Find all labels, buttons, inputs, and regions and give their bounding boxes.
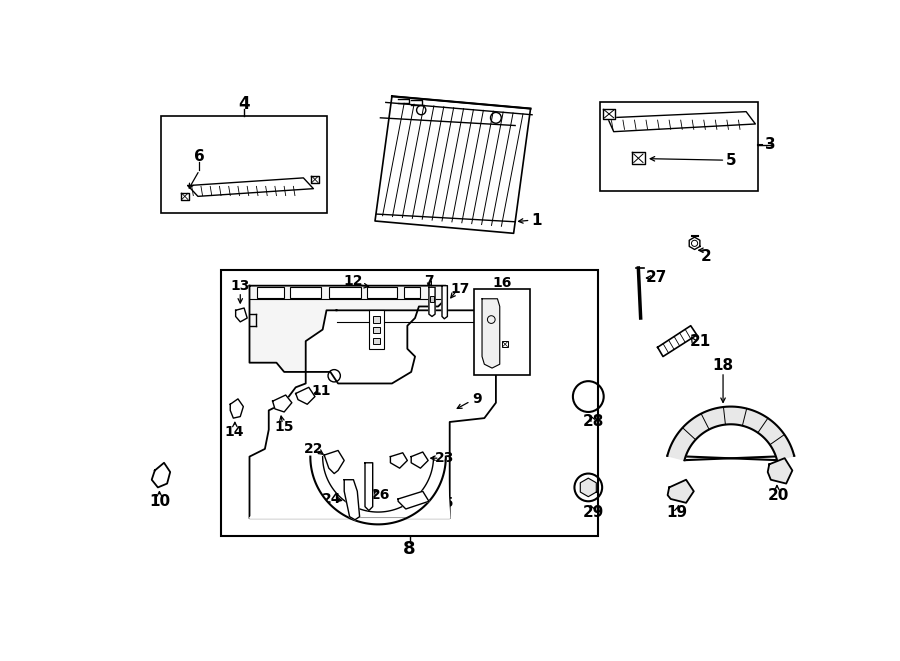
Text: 17: 17 [450,282,470,295]
Polygon shape [236,308,248,322]
Polygon shape [152,463,170,487]
Text: 24: 24 [322,492,342,506]
Polygon shape [608,112,755,132]
Polygon shape [442,286,447,319]
Bar [291,288,321,298]
Polygon shape [365,463,373,510]
Polygon shape [324,450,344,473]
Text: 16: 16 [492,276,512,290]
Text: 19: 19 [666,504,688,520]
Polygon shape [482,299,500,368]
Polygon shape [249,310,496,518]
Polygon shape [668,407,794,460]
Polygon shape [658,326,697,356]
Text: 23: 23 [435,451,454,465]
Text: 10: 10 [148,494,170,509]
Polygon shape [603,108,616,120]
Polygon shape [429,288,435,317]
Text: 4: 4 [238,95,249,113]
Text: 11: 11 [311,384,331,398]
Text: 1: 1 [532,213,542,228]
Polygon shape [273,395,292,412]
Polygon shape [181,192,189,200]
Text: 14: 14 [224,425,244,439]
Text: 15: 15 [274,420,294,434]
Text: 8: 8 [403,540,416,558]
Bar [373,327,381,333]
Polygon shape [391,453,408,468]
Text: 20: 20 [768,488,789,502]
Polygon shape [668,480,694,503]
Polygon shape [375,97,530,233]
Bar [221,270,598,536]
Polygon shape [311,176,319,183]
Text: 6: 6 [194,149,205,164]
Text: 3: 3 [766,137,776,152]
Polygon shape [411,452,428,468]
Text: 29: 29 [583,505,605,520]
Bar [367,288,397,298]
Text: 12: 12 [344,274,364,288]
Bar [474,289,530,375]
Text: 21: 21 [689,334,711,348]
Text: 7: 7 [424,274,434,288]
Text: 5: 5 [725,153,736,168]
Bar [429,297,434,302]
Polygon shape [296,387,315,405]
Bar [599,102,758,191]
Text: 18: 18 [713,358,734,373]
Polygon shape [580,478,597,496]
Text: 2: 2 [701,249,712,264]
Text: 22: 22 [303,442,323,456]
Text: 27: 27 [646,270,668,286]
Text: 26: 26 [371,488,390,502]
Polygon shape [398,491,429,509]
Polygon shape [344,480,360,520]
Polygon shape [768,458,792,484]
Bar [373,338,381,344]
Polygon shape [230,399,243,418]
Polygon shape [249,286,446,383]
Text: 28: 28 [583,414,605,430]
Bar [373,317,381,323]
Text: 9: 9 [472,392,482,406]
Bar [502,341,508,347]
Text: 13: 13 [230,279,250,293]
Bar [328,288,361,298]
Bar [369,310,384,349]
Polygon shape [249,457,450,524]
Polygon shape [632,153,644,164]
Bar [403,288,420,298]
Polygon shape [689,237,700,249]
Text: 25: 25 [435,496,454,510]
Bar [161,116,327,213]
Polygon shape [188,178,313,196]
Bar [257,288,284,298]
